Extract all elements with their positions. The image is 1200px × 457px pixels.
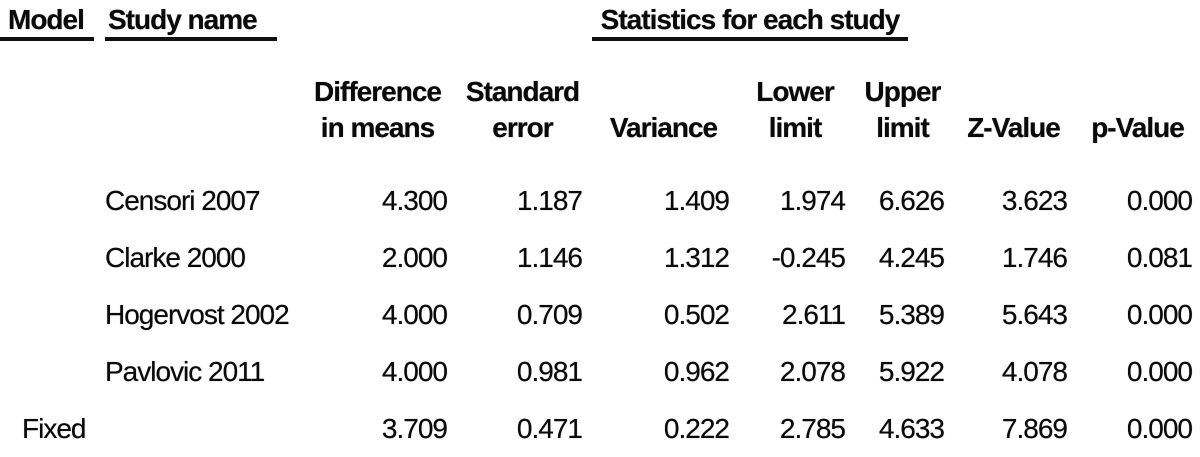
value-cell-lower-limit: -0.245 <box>771 241 846 273</box>
value-cell-lower-limit: 2.611 <box>782 298 846 330</box>
column-header-standard-error: Standard error <box>455 48 590 150</box>
value-cell-difference-in-means: 4.300 <box>381 184 448 216</box>
model-cell <box>0 343 100 400</box>
study-name-cell: Clarke 2000 <box>105 241 246 273</box>
model-cell-fixed: Fixed <box>22 412 86 444</box>
column-header-lower-limit: Lower limit <box>737 48 853 150</box>
value-cell-upper-limit: 5.922 <box>878 355 945 387</box>
value-cell-z-value: 1.746 <box>1001 241 1068 273</box>
value-cell-lower-limit: 1.974 <box>779 184 846 216</box>
value-cell-lower-limit: 2.785 <box>779 412 846 444</box>
value-cell-z-value: 4.078 <box>1001 355 1068 387</box>
value-cell-standard-error: 1.146 <box>516 241 583 273</box>
value-cell-variance: 0.962 <box>663 355 730 387</box>
column-header-line1: Lower <box>756 76 834 107</box>
value-cell-z-value: 3.623 <box>1001 184 1068 216</box>
column-header-line2: Z-Value <box>967 112 1061 143</box>
column-header-text: Standard error <box>465 74 580 146</box>
value-cell-z-value: 7.869 <box>1001 412 1068 444</box>
model-column-header-cell: Model <box>0 0 100 48</box>
column-header-upper-limit: Upper limit <box>853 48 952 150</box>
column-header-line1: Difference <box>314 76 442 107</box>
column-header-line1: Standard <box>465 76 580 107</box>
column-header-text: Variance <box>609 110 718 146</box>
value-cell-standard-error: 0.471 <box>516 412 583 444</box>
column-header-line2: in means <box>320 112 435 143</box>
value-cell-lower-limit: 2.078 <box>779 355 846 387</box>
model-cell <box>0 286 100 343</box>
column-header-line1: Upper <box>864 76 942 107</box>
study-name-cell: Hogervost 2002 <box>105 298 290 330</box>
study-name-column-header: Study name <box>105 5 277 41</box>
value-cell-difference-in-means: 2.000 <box>381 241 448 273</box>
value-cell-difference-in-means: 4.000 <box>381 298 448 330</box>
value-cell-upper-limit: 6.626 <box>878 184 945 216</box>
column-header-line2: error <box>492 112 553 143</box>
column-header-difference-in-means: Difference in means <box>300 48 455 150</box>
value-cell-p-value: 0.000 <box>1126 298 1193 330</box>
statistics-group-header: Statistics for each study <box>591 5 909 41</box>
study-name-cell <box>100 400 300 457</box>
column-header-line2: p-Value <box>1091 112 1185 143</box>
value-cell-standard-error: 0.709 <box>516 298 583 330</box>
value-cell-variance: 1.409 <box>663 184 730 216</box>
value-cell-p-value: 0.000 <box>1126 184 1193 216</box>
column-header-p-value: p-Value <box>1075 48 1200 150</box>
column-header-text: Lower limit <box>756 74 834 146</box>
column-header-text: Z-Value <box>967 110 1061 146</box>
column-header-line2: limit <box>876 112 930 143</box>
column-header-line2: limit <box>768 112 823 143</box>
value-cell-upper-limit: 5.389 <box>878 298 945 330</box>
value-cell-variance: 0.502 <box>663 298 730 330</box>
value-cell-p-value: 0.000 <box>1126 412 1193 444</box>
study-name-cell: Censori 2007 <box>105 184 261 216</box>
value-cell-difference-in-means: 3.709 <box>381 412 448 444</box>
column-header-text: Upper limit <box>864 74 942 146</box>
value-cell-p-value: 0.000 <box>1126 355 1193 387</box>
model-cell <box>0 229 100 286</box>
value-cell-upper-limit: 4.633 <box>878 412 945 444</box>
column-header-line2: Variance <box>609 112 718 143</box>
column-header-text: Difference in means <box>314 74 442 146</box>
column-header-text: p-Value <box>1091 110 1185 146</box>
column-header-variance: Variance <box>590 48 737 150</box>
value-cell-upper-limit: 4.245 <box>878 241 945 273</box>
value-cell-z-value: 5.643 <box>1001 298 1068 330</box>
value-cell-standard-error: 0.981 <box>516 355 583 387</box>
value-cell-difference-in-means: 4.000 <box>381 355 448 387</box>
value-cell-p-value: 0.081 <box>1126 241 1193 273</box>
column-header-z-value: Z-Value <box>952 48 1075 150</box>
statistics-group-header-cell: Statistics for each study <box>300 0 1200 48</box>
model-cell <box>0 172 100 229</box>
value-cell-variance: 0.222 <box>663 412 730 444</box>
value-cell-standard-error: 1.187 <box>516 184 583 216</box>
study-name-column-header-cell: Study name <box>100 0 300 48</box>
model-column-header: Model <box>0 5 94 41</box>
value-cell-variance: 1.312 <box>663 241 730 273</box>
study-name-cell: Pavlovic 2011 <box>105 355 265 387</box>
